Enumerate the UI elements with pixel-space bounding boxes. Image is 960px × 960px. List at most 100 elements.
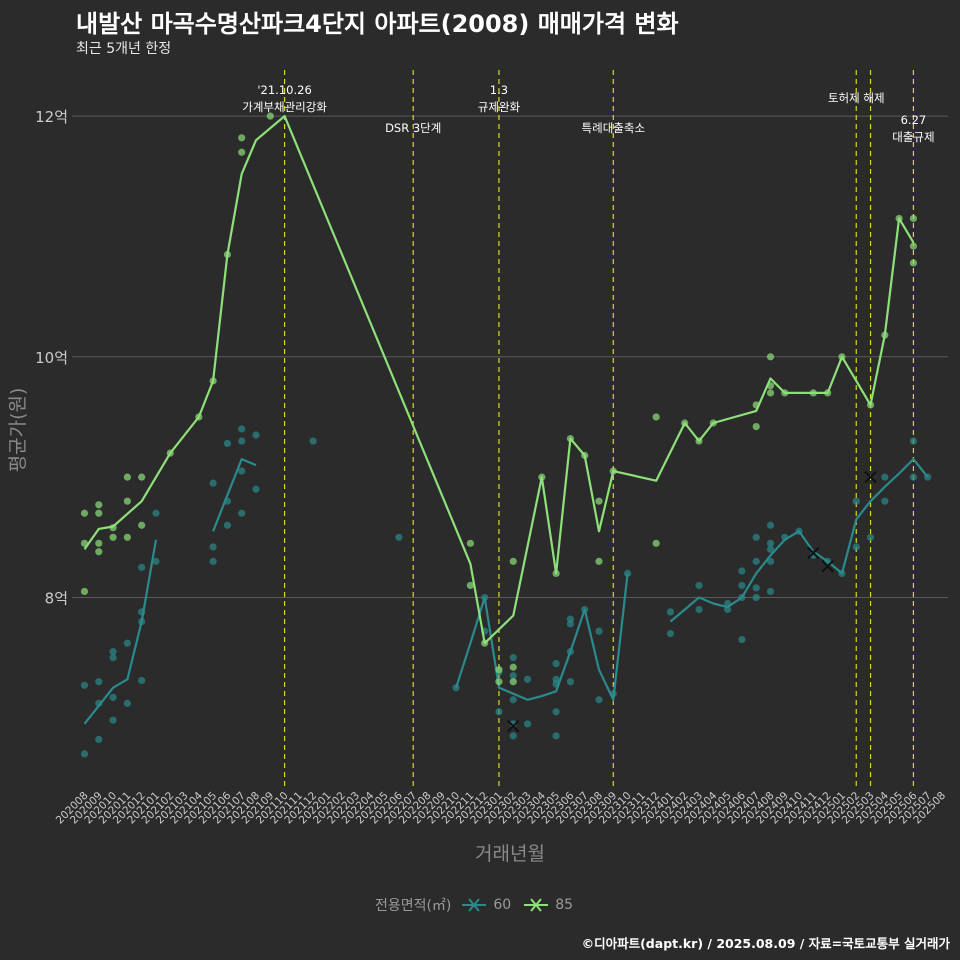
event-label-text: 규제완화 [478,100,521,114]
data-point [752,557,760,565]
series-85 [80,112,918,686]
data-point [95,678,103,686]
data-point [238,134,246,142]
data-point [209,479,217,487]
event-label-text: 대출규제 [892,130,934,144]
event-label-text: 특례대출축소 [582,121,645,135]
data-point [852,497,860,505]
event-label-text: DSR 3단계 [385,121,441,135]
data-point [766,389,775,397]
data-point [123,699,131,707]
data-point [652,413,660,421]
data-point [509,678,517,686]
series-line [669,458,929,623]
data-point [80,750,89,758]
data-point [552,675,560,683]
data-point [752,593,760,602]
data-point [309,437,317,445]
data-point [509,663,517,671]
data-point [109,654,117,662]
data-point [123,497,131,505]
x-marker [807,546,820,560]
data-point [509,696,517,704]
x-marker-stroke [807,546,820,560]
data-point [766,587,775,596]
series-line [455,573,629,701]
legend-swatch-85 [524,898,549,912]
data-point [138,521,146,529]
data-point [766,545,775,553]
data-point [109,648,117,656]
data-point [509,732,517,740]
event-label-date: 1.3 [490,83,508,97]
data-point [909,473,918,481]
event-label-date: 토허제 해제 [828,91,885,105]
data-point [80,509,89,517]
data-point [595,497,603,505]
legend-label-60: 60 [493,897,512,913]
data-point [152,509,160,517]
data-point [752,422,760,431]
data-point [595,627,603,635]
data-point [138,473,146,481]
data-point [909,242,918,250]
data-point [738,567,746,575]
data-point [238,148,246,156]
x-marker-stroke [864,470,877,484]
data-point [766,539,775,547]
data-point [109,533,117,541]
y-tick-label: 12억 [35,108,68,126]
x-marker [507,720,520,733]
data-point [466,539,474,547]
chart-title: 내발산 마곡수명산파크4단지 아파트(2008) 매매가격 변화 [76,10,679,38]
data-point [866,533,875,541]
legend-swatch-60 [462,898,487,912]
data-point [909,259,918,267]
data-point [881,497,889,505]
data-point [238,425,246,433]
x-marker-stroke [821,559,834,573]
data-point [252,431,260,439]
legend-title: 전용면적(㎡) [374,898,452,914]
x-marker-stroke [507,720,520,733]
legend-item-85: 85 [523,897,573,913]
event-label-text: 가계부채관리강화 [242,100,327,114]
data-point [652,539,660,547]
data-point [766,353,775,361]
data-point [509,672,517,680]
data-point [95,735,103,744]
x-marker [864,470,877,484]
data-point [495,708,503,716]
data-point [109,716,117,724]
data-point [595,557,603,565]
data-point [752,533,760,541]
data-point [95,539,103,547]
data-point [209,557,217,565]
data-point [209,543,217,551]
data-point [766,557,775,565]
data-point [109,693,117,701]
data-point [552,732,560,740]
data-point [123,639,131,647]
data-point [752,584,760,592]
legend-label-85: 85 [555,897,574,913]
data-point [881,473,889,481]
data-point [566,678,575,686]
data-point [523,675,532,683]
x-axis-title: 거래년월 [475,843,545,865]
data-point [552,660,560,668]
data-point [738,581,746,590]
data-point [395,533,403,541]
data-point [80,587,89,596]
data-point [909,214,918,223]
data-point [152,557,160,565]
data-point [223,439,232,448]
event-label-date: 6.27 [901,113,927,127]
data-point [95,501,103,509]
y-tick-label: 10억 [35,349,68,367]
legend-item-60: 60 [461,897,511,913]
data-point [123,533,131,541]
data-point [766,521,775,529]
